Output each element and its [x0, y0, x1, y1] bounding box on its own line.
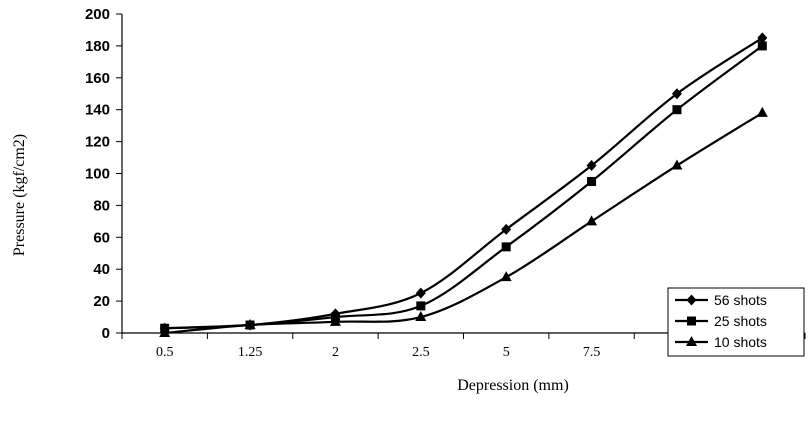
- data-point: [586, 215, 598, 226]
- x-tick-label: 2.5: [412, 345, 430, 360]
- y-tick-label: 100: [85, 166, 110, 183]
- data-point: [757, 32, 768, 44]
- data-point: [415, 287, 426, 299]
- plot-area: [121, 14, 805, 334]
- x-axis-title: Depression (mm): [457, 377, 569, 394]
- data-point: [671, 88, 682, 100]
- data-point: [244, 319, 256, 330]
- data-point: [586, 160, 597, 172]
- y-axis-title: Pressure (kgf/cm2): [11, 134, 28, 256]
- y-tick-label: 20: [93, 293, 110, 310]
- series-line: [164, 45, 763, 330]
- data-point: [757, 41, 767, 51]
- y-tick-label: 40: [93, 261, 110, 278]
- x-tick-label: 1.25: [238, 345, 263, 360]
- legend: 56 shots 25 shots 10 shots: [667, 287, 805, 357]
- data-point: [500, 271, 512, 282]
- data-point: [672, 105, 682, 115]
- series-layer: [159, 32, 768, 337]
- legend-label: 10 shots: [714, 334, 767, 350]
- series-triangle: [159, 106, 768, 337]
- data-point: [416, 301, 426, 311]
- data-point: [756, 106, 768, 117]
- legend-marker: [687, 316, 696, 326]
- legend-marker: [686, 336, 697, 346]
- y-tick-label: 200: [85, 6, 110, 23]
- data-point: [329, 315, 341, 326]
- x-tick-label: 5: [503, 345, 510, 360]
- y-axis-ticks: 0 20 40 60 80 100 120 140 160 180 200: [85, 6, 122, 342]
- data-point: [501, 223, 512, 235]
- y-tick-label: 120: [85, 134, 110, 151]
- y-tick-label: 80: [93, 197, 110, 214]
- legend-label: 25 shots: [714, 313, 767, 329]
- series-line: [164, 37, 763, 330]
- data-point: [671, 159, 683, 170]
- y-tick-label: 140: [85, 102, 110, 119]
- x-tick-label: 7.5: [583, 345, 601, 360]
- legend-label: 56 shots: [714, 292, 767, 308]
- data-point: [415, 311, 427, 322]
- x-tick-label: 2: [332, 345, 339, 360]
- x-tick-label: 0.5: [156, 345, 174, 360]
- y-tick-label: 160: [85, 70, 110, 87]
- data-point: [159, 327, 171, 337]
- y-tick-label: 0: [102, 325, 110, 342]
- y-tick-label: 180: [85, 38, 110, 55]
- data-point: [501, 242, 511, 252]
- legend-marker: [686, 294, 697, 306]
- y-tick-label: 60: [93, 229, 110, 246]
- data-point: [587, 176, 597, 186]
